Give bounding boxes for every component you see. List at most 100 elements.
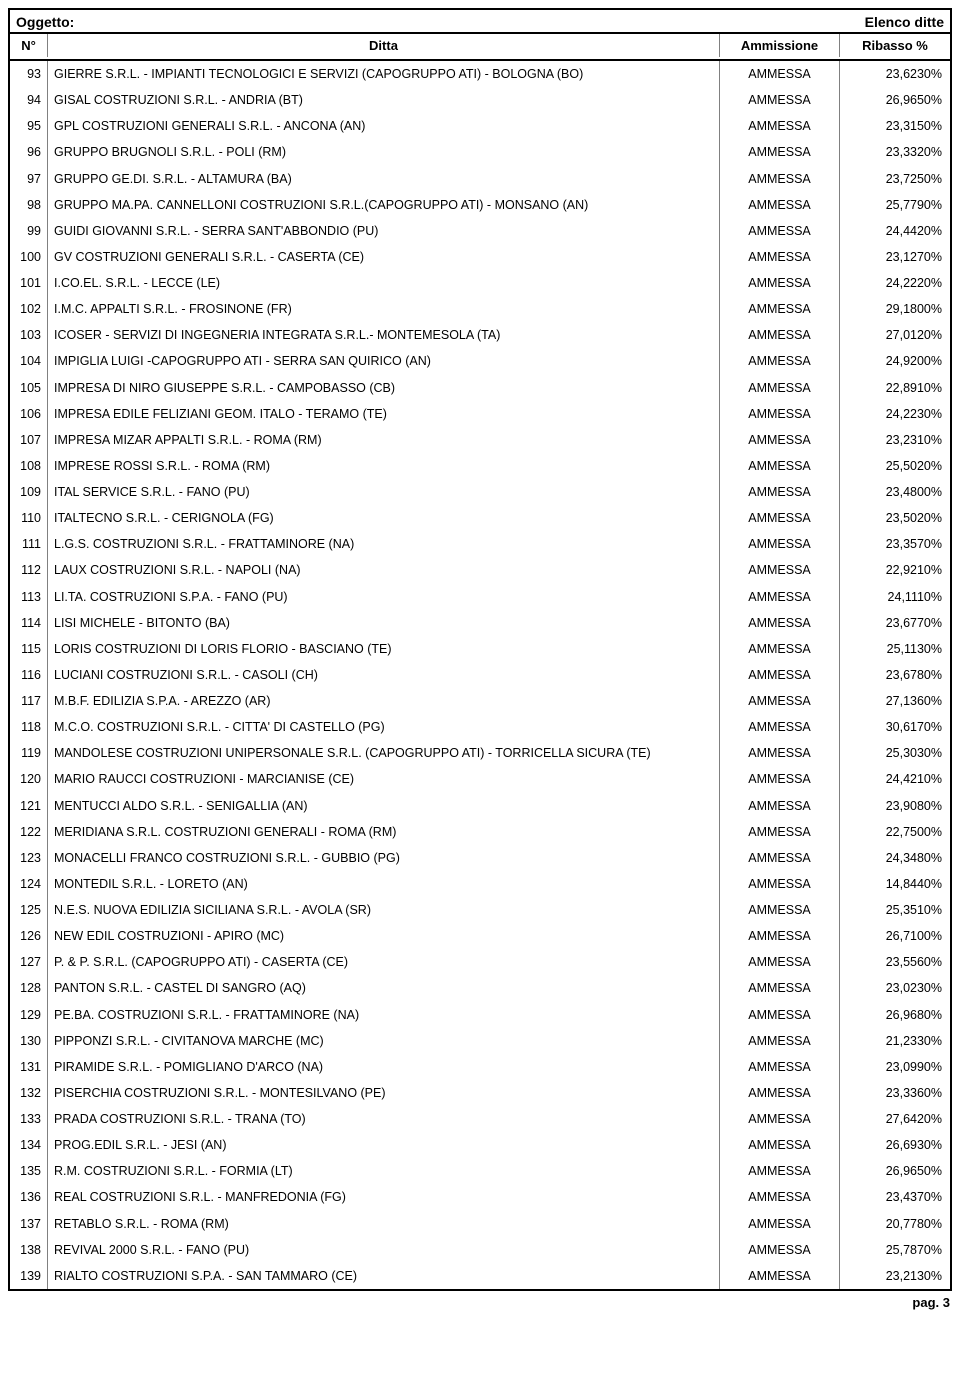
cell-ditta: M.C.O. COSTRUZIONI S.R.L. - CITTA' DI CA…: [48, 714, 720, 740]
cell-ditta: LORIS COSTRUZIONI DI LORIS FLORIO - BASC…: [48, 636, 720, 662]
table-row: 113LI.TA. COSTRUZIONI S.P.A. - FANO (PU)…: [10, 584, 950, 610]
cell-ditta: RETABLO S.R.L. - ROMA (RM): [48, 1211, 720, 1237]
cell-ribasso: 23,4800%: [840, 479, 950, 505]
table-row: 106IMPRESA EDILE FELIZIANI GEOM. ITALO -…: [10, 401, 950, 427]
cell-n: 137: [10, 1211, 48, 1237]
table-row: 105IMPRESA DI NIRO GIUSEPPE S.R.L. - CAM…: [10, 375, 950, 401]
cell-ditta: IMPRESA DI NIRO GIUSEPPE S.R.L. - CAMPOB…: [48, 375, 720, 401]
table-row: 130PIPPONZI S.R.L. - CIVITANOVA MARCHE (…: [10, 1028, 950, 1054]
cell-ribasso: 23,2310%: [840, 427, 950, 453]
cell-ditta: MERIDIANA S.R.L. COSTRUZIONI GENERALI - …: [48, 819, 720, 845]
cell-n: 116: [10, 662, 48, 688]
cell-ammissione: AMMESSA: [720, 1211, 840, 1237]
cell-ammissione: AMMESSA: [720, 845, 840, 871]
cell-n: 122: [10, 819, 48, 845]
cell-n: 121: [10, 793, 48, 819]
cell-n: 136: [10, 1184, 48, 1210]
cell-ribasso: 25,5020%: [840, 453, 950, 479]
cell-n: 105: [10, 375, 48, 401]
cell-ammissione: AMMESSA: [720, 662, 840, 688]
cell-n: 93: [10, 61, 48, 87]
cell-ditta: ITALTECNO S.R.L. - CERIGNOLA (FG): [48, 505, 720, 531]
cell-n: 124: [10, 871, 48, 897]
cell-ammissione: AMMESSA: [720, 714, 840, 740]
cell-ditta: GRUPPO GE.DI. S.R.L. - ALTAMURA (BA): [48, 166, 720, 192]
cell-ammissione: AMMESSA: [720, 427, 840, 453]
cell-n: 110: [10, 505, 48, 531]
table-row: 138REVIVAL 2000 S.R.L. - FANO (PU)AMMESS…: [10, 1237, 950, 1263]
page-header: Oggetto: Elenco ditte: [10, 10, 950, 32]
table-row: 137RETABLO S.R.L. - ROMA (RM)AMMESSA20,7…: [10, 1211, 950, 1237]
cell-ammissione: AMMESSA: [720, 1028, 840, 1054]
cell-ammissione: AMMESSA: [720, 401, 840, 427]
cell-ditta: I.M.C. APPALTI S.R.L. - FROSINONE (FR): [48, 296, 720, 322]
cell-ditta: GUIDI GIOVANNI S.R.L. - SERRA SANT'ABBON…: [48, 218, 720, 244]
cell-ammissione: AMMESSA: [720, 244, 840, 270]
cell-n: 127: [10, 949, 48, 975]
cell-ribasso: 24,4210%: [840, 766, 950, 792]
table-row: 108IMPRESE ROSSI S.R.L. - ROMA (RM)AMMES…: [10, 453, 950, 479]
cell-n: 100: [10, 244, 48, 270]
table-row: 104IMPIGLIA LUIGI -CAPOGRUPPO ATI - SERR…: [10, 348, 950, 374]
cell-ditta: PRADA COSTRUZIONI S.R.L. - TRANA (TO): [48, 1106, 720, 1132]
cell-ditta: GIERRE S.R.L. - IMPIANTI TECNOLOGICI E S…: [48, 61, 720, 87]
cell-n: 117: [10, 688, 48, 714]
table-row: 96GRUPPO BRUGNOLI S.R.L. - POLI (RM)AMME…: [10, 139, 950, 165]
cell-ditta: MARIO RAUCCI COSTRUZIONI - MARCIANISE (C…: [48, 766, 720, 792]
cell-ribasso: 26,9680%: [840, 1002, 950, 1028]
cell-ammissione: AMMESSA: [720, 557, 840, 583]
cell-ammissione: AMMESSA: [720, 1054, 840, 1080]
cell-n: 96: [10, 139, 48, 165]
cell-n: 106: [10, 401, 48, 427]
cell-ribasso: 23,6780%: [840, 662, 950, 688]
cell-ribasso: 23,6770%: [840, 610, 950, 636]
header-left: Oggetto:: [16, 14, 74, 30]
cell-n: 101: [10, 270, 48, 296]
cell-n: 114: [10, 610, 48, 636]
cell-n: 102: [10, 296, 48, 322]
table-row: 123MONACELLI FRANCO COSTRUZIONI S.R.L. -…: [10, 845, 950, 871]
cell-ammissione: AMMESSA: [720, 897, 840, 923]
cell-ribasso: 22,7500%: [840, 819, 950, 845]
cell-n: 95: [10, 113, 48, 139]
table-row: 99GUIDI GIOVANNI S.R.L. - SERRA SANT'ABB…: [10, 218, 950, 244]
table-row: 110ITALTECNO S.R.L. - CERIGNOLA (FG)AMME…: [10, 505, 950, 531]
cell-ribasso: 24,4420%: [840, 218, 950, 244]
table-row: 119MANDOLESE COSTRUZIONI UNIPERSONALE S.…: [10, 740, 950, 766]
cell-ditta: I.CO.EL. S.R.L. - LECCE (LE): [48, 270, 720, 296]
cell-ditta: IMPRESA EDILE FELIZIANI GEOM. ITALO - TE…: [48, 401, 720, 427]
rows-container: 93GIERRE S.R.L. - IMPIANTI TECNOLOGICI E…: [10, 61, 950, 1289]
cell-n: 133: [10, 1106, 48, 1132]
cell-ribasso: 25,3510%: [840, 897, 950, 923]
cell-ditta: GV COSTRUZIONI GENERALI S.R.L. - CASERTA…: [48, 244, 720, 270]
cell-n: 131: [10, 1054, 48, 1080]
cell-ribasso: 23,5020%: [840, 505, 950, 531]
cell-ditta: IMPRESE ROSSI S.R.L. - ROMA (RM): [48, 453, 720, 479]
cell-ribasso: 23,1270%: [840, 244, 950, 270]
cell-ribasso: 25,7870%: [840, 1237, 950, 1263]
col-header-ditta: Ditta: [48, 34, 720, 57]
table-row: 118M.C.O. COSTRUZIONI S.R.L. - CITTA' DI…: [10, 714, 950, 740]
cell-ammissione: AMMESSA: [720, 975, 840, 1001]
cell-ribasso: 23,3320%: [840, 139, 950, 165]
cell-n: 104: [10, 348, 48, 374]
cell-ammissione: AMMESSA: [720, 1237, 840, 1263]
cell-ammissione: AMMESSA: [720, 923, 840, 949]
cell-ammissione: AMMESSA: [720, 871, 840, 897]
cell-ribasso: 23,7250%: [840, 166, 950, 192]
table-row: 121MENTUCCI ALDO S.R.L. - SENIGALLIA (AN…: [10, 793, 950, 819]
cell-n: 113: [10, 584, 48, 610]
col-header-amm: Ammissione: [720, 34, 840, 57]
table-row: 100GV COSTRUZIONI GENERALI S.R.L. - CASE…: [10, 244, 950, 270]
cell-ribasso: 25,1130%: [840, 636, 950, 662]
cell-ditta: GRUPPO MA.PA. CANNELLONI COSTRUZIONI S.R…: [48, 192, 720, 218]
table-row: 122MERIDIANA S.R.L. COSTRUZIONI GENERALI…: [10, 819, 950, 845]
cell-ditta: ITAL SERVICE S.R.L. - FANO (PU): [48, 479, 720, 505]
cell-ribasso: 29,1800%: [840, 296, 950, 322]
cell-ribasso: 26,9650%: [840, 1158, 950, 1184]
table-row: 117M.B.F. EDILIZIA S.P.A. - AREZZO (AR)A…: [10, 688, 950, 714]
table-row: 134PROG.EDIL S.R.L. - JESI (AN)AMMESSA26…: [10, 1132, 950, 1158]
cell-ammissione: AMMESSA: [720, 375, 840, 401]
cell-n: 125: [10, 897, 48, 923]
cell-ditta: PE.BA. COSTRUZIONI S.R.L. - FRATTAMINORE…: [48, 1002, 720, 1028]
